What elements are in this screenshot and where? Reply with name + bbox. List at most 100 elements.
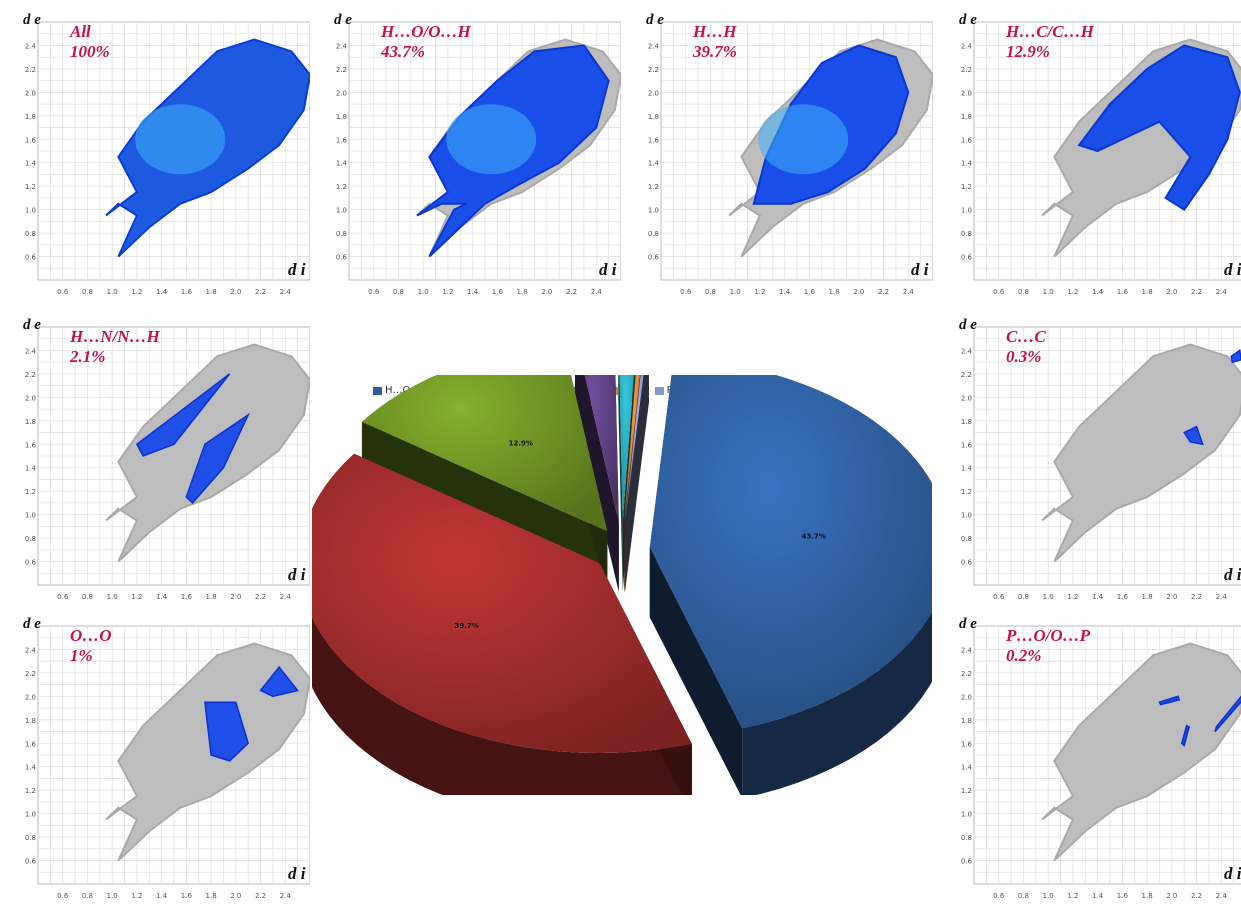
x-tick-label: 0.8	[82, 593, 93, 601]
y-tick-label: 1.6	[25, 441, 37, 449]
x-tick-label: 2.4	[903, 288, 915, 296]
highlight-region	[1214, 695, 1241, 733]
x-tick-label: 1.6	[181, 892, 193, 900]
fingerprint-svg: 0.6 0.8 1.0 1.2 1.4 1.6 1.8 2.0 2.2 2.4 2.4 2.2 2.0 1…	[25, 21, 310, 296]
y-tick-label: 1.4	[961, 160, 973, 168]
y-tick-label: 1.2	[25, 787, 36, 795]
y-tick-label: 2.0	[961, 693, 972, 701]
x-tick-label: 1.4	[467, 288, 479, 296]
y-tick-label: 1.0	[25, 811, 36, 819]
x-axis-label: d i	[288, 260, 306, 279]
highlight-region	[1183, 425, 1204, 446]
x-tick-label: 2.0	[230, 593, 241, 601]
highlight-region	[1158, 695, 1181, 706]
y-tick-label: 1.8	[25, 418, 36, 426]
y-tick-label: 1.0	[961, 207, 972, 215]
fingerprint-svg: 0.6 0.8 1.0 1.2 1.4 1.6 1.8 2.0 2.2 2.4 2.4 2.2 2.0 1…	[336, 21, 621, 296]
x-tick-label: 1.6	[492, 288, 504, 296]
x-tick-label: 1.2	[1067, 892, 1078, 900]
pie-slice-wall	[575, 334, 619, 593]
x-tick-label: 1.4	[156, 288, 168, 296]
x-tick-label: 2.0	[1166, 288, 1177, 296]
highlight-region	[135, 373, 231, 457]
y-tick-label: 2.0	[961, 89, 972, 97]
pie-slice: 39.7%	[299, 453, 692, 824]
x-axis-label: d i	[599, 260, 617, 279]
x-tick-label: 0.6	[57, 593, 69, 601]
x-tick-label: 1.2	[754, 288, 765, 296]
x-tick-label: 1.2	[131, 288, 142, 296]
x-tick-label: 1.4	[779, 288, 791, 296]
y-tick-label: 1.4	[25, 764, 37, 772]
y-tick-label: 0.8	[336, 230, 347, 238]
fingerprint-svg: 0.6 0.8 1.0 1.2 1.4 1.6 1.8 2.0 2.2 2.4 2.4 2.2 2.0 1…	[961, 326, 1241, 601]
x-tick-label: 1.0	[107, 892, 118, 900]
y-tick-label: 2.2	[25, 66, 36, 74]
x-tick-label: 1.8	[1142, 892, 1153, 900]
y-tick-label: 0.8	[961, 535, 972, 543]
x-tick-label: 2.2	[255, 892, 266, 900]
y-tick-label: 1.4	[961, 465, 973, 473]
x-tick-label: 2.2	[566, 288, 577, 296]
y-tick-label: 1.8	[961, 113, 972, 121]
y-tick-label: 2.4	[648, 42, 660, 50]
y-tick-label: 1.2	[961, 488, 972, 496]
fingerprint-plot-oo: 0.6 0.8 1.0 1.2 1.4 1.6 1.8 2.0 2.2 2.4 2.4 2.2 2.0 1…	[22, 612, 310, 907]
y-tick-label: 2.2	[961, 371, 972, 379]
y-tick-label: 1.2	[25, 183, 36, 191]
x-tick-label: 1.2	[442, 288, 453, 296]
y-tick-label: 1.6	[961, 441, 973, 449]
x-tick-label: 0.6	[680, 288, 692, 296]
x-tick-label: 0.8	[1018, 593, 1029, 601]
fingerprint-plot-ho: 0.6 0.8 1.0 1.2 1.4 1.6 1.8 2.0 2.2 2.4 2.4 2.2 2.0 1…	[333, 8, 621, 303]
x-tick-label: 0.8	[1018, 892, 1029, 900]
y-tick-label: 1.8	[648, 113, 659, 121]
fingerprint-svg: 0.6 0.8 1.0 1.2 1.4 1.6 1.8 2.0 2.2 2.4 2.4 2.2 2.0 1…	[648, 21, 933, 296]
y-axis-label: d e	[23, 12, 41, 28]
y-tick-label: 1.8	[25, 717, 36, 725]
y-tick-label: 2.4	[961, 347, 973, 355]
x-tick-label: 0.8	[705, 288, 716, 296]
pie-slice-top	[575, 332, 619, 523]
x-tick-label: 2.2	[255, 288, 266, 296]
density-core	[758, 104, 849, 175]
fingerprint-plot-hh: 0.6 0.8 1.0 1.2 1.4 1.6 1.8 2.0 2.2 2.4 2.4 2.2 2.0 1…	[645, 8, 933, 303]
fingerprint-plot-po: 0.6 0.8 1.0 1.2 1.4 1.6 1.8 2.0 2.2 2.4 2.4 2.2 2.0 1…	[958, 612, 1241, 907]
x-tick-label: 0.6	[368, 288, 380, 296]
pie-slice-top	[649, 358, 950, 729]
y-tick-label: 2.2	[25, 371, 36, 379]
y-tick-label: 1.6	[25, 740, 37, 748]
x-tick-label: 2.0	[230, 288, 241, 296]
x-axis-label: d i	[911, 260, 929, 279]
pie-slice-top	[624, 332, 649, 523]
pie-slice-top	[618, 332, 638, 523]
y-tick-label: 0.6	[961, 254, 973, 262]
y-tick-label: 2.2	[961, 670, 972, 678]
x-tick-label: 1.8	[206, 892, 217, 900]
x-tick-label: 2.0	[1166, 892, 1177, 900]
fingerprint-plot-cc: 0.6 0.8 1.0 1.2 1.4 1.6 1.8 2.0 2.2 2.4 2.4 2.2 2.0 1…	[958, 313, 1241, 608]
x-tick-label: 1.4	[1092, 593, 1104, 601]
x-tick-label: 1.2	[1067, 288, 1078, 296]
fingerprint-envelope	[1041, 343, 1241, 563]
x-tick-label: 0.6	[993, 288, 1005, 296]
y-tick-label: 1.4	[961, 764, 973, 772]
pie-value-label: 39.7%	[455, 622, 479, 630]
y-tick-label: 1.0	[336, 207, 347, 215]
x-tick-label: 1.6	[1117, 892, 1129, 900]
y-tick-label: 1.8	[336, 113, 347, 121]
x-tick-label: 1.8	[206, 288, 217, 296]
x-tick-label: 2.0	[853, 288, 864, 296]
y-tick-label: 0.6	[648, 254, 660, 262]
y-tick-label: 2.4	[25, 347, 37, 355]
x-tick-label: 1.6	[181, 288, 193, 296]
x-tick-label: 2.0	[1166, 593, 1177, 601]
x-tick-label: 2.4	[1216, 593, 1228, 601]
y-tick-label: 1.0	[25, 207, 36, 215]
y-tick-label: 1.0	[961, 512, 972, 520]
x-tick-label: 1.0	[107, 593, 118, 601]
x-tick-label: 2.4	[280, 593, 292, 601]
x-axis-label: d i	[1224, 864, 1241, 883]
x-tick-label: 1.8	[517, 288, 528, 296]
x-tick-label: 0.6	[993, 892, 1005, 900]
